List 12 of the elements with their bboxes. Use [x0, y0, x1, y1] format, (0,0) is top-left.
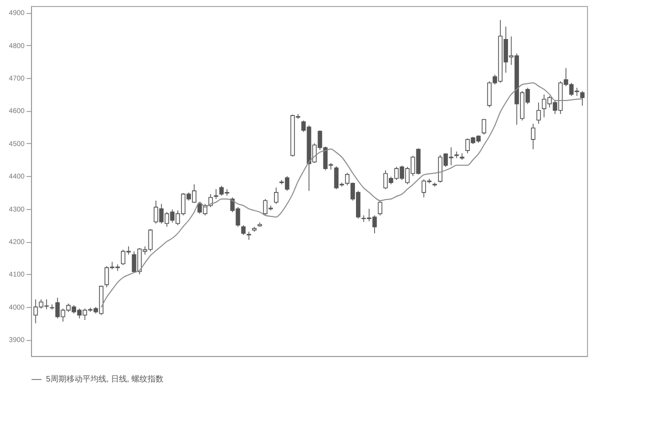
candlestick	[580, 90, 585, 106]
candlestick	[274, 187, 278, 204]
candlestick	[378, 200, 382, 216]
legend-label: 5周期移动平均线, 日线, 螺纹指数	[46, 374, 164, 384]
candlestick	[530, 123, 536, 150]
candlestick	[246, 231, 252, 240]
candlestick	[454, 151, 459, 159]
candlestick	[208, 194, 213, 208]
candlestick	[241, 224, 246, 236]
candlestick	[214, 188, 218, 200]
candlestick	[482, 118, 486, 135]
candlestick	[536, 102, 541, 124]
